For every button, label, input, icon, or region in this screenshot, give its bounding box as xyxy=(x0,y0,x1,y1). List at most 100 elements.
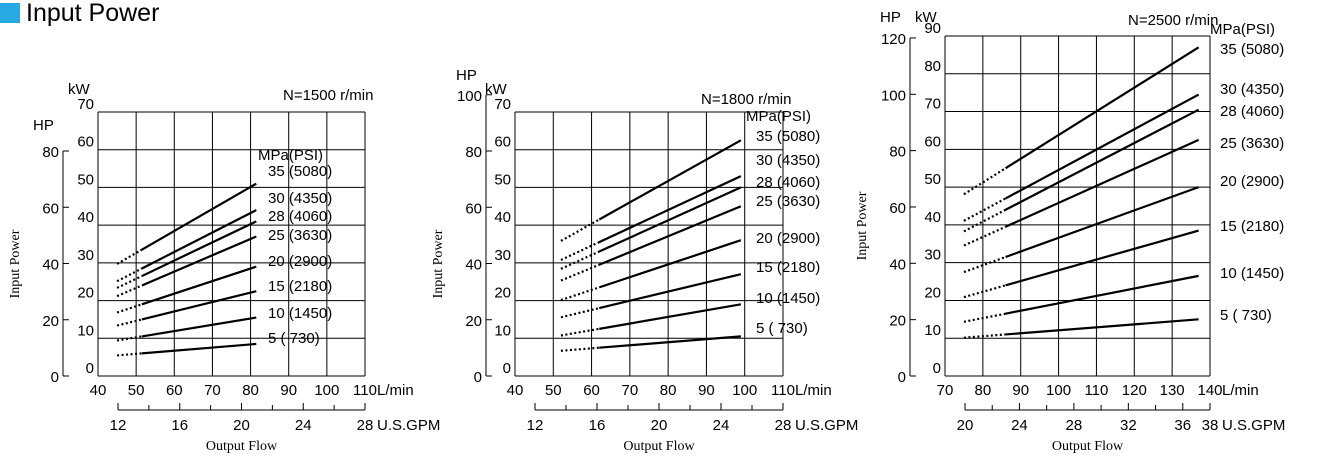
x-tick-label: 110 xyxy=(771,382,795,399)
hp-axis-unit: HP xyxy=(33,117,54,134)
hp-tick-label: 0 xyxy=(474,369,482,386)
series-label: 28 (4060) xyxy=(756,174,820,191)
hp-tick-label: 80 xyxy=(889,144,906,161)
kw-tick-label: 60 xyxy=(77,134,94,151)
series-dotted-line xyxy=(963,312,1006,323)
title-marker-icon xyxy=(0,3,20,23)
x-axis-unit: L/min xyxy=(795,382,832,399)
y-axis-title: Input Power xyxy=(431,229,446,298)
kw-tick-label: 10 xyxy=(77,322,94,339)
series-label: 35 (5080) xyxy=(756,128,820,145)
x-tick-label: 60 xyxy=(166,382,183,399)
series-dotted-line xyxy=(963,225,1007,247)
gpm-tick-label: 20 xyxy=(233,417,250,434)
series-label: 10 (1450) xyxy=(1220,265,1284,282)
x-tick-label: 110 xyxy=(1084,382,1108,399)
series-label: 10 (1450) xyxy=(756,290,820,307)
series-line xyxy=(141,209,257,270)
hp-tick-label: 100 xyxy=(457,88,482,105)
kw-tick-label: 0 xyxy=(503,360,511,377)
series-label: 28 (4060) xyxy=(268,208,332,225)
hp-tick-label: 40 xyxy=(42,257,59,274)
series-dotted-line xyxy=(116,318,143,327)
series-line xyxy=(141,342,257,355)
series-label: 25 (3630) xyxy=(268,227,332,244)
series-label: 15 (2180) xyxy=(1220,218,1284,235)
x-axis-title: Output Flow xyxy=(206,439,278,454)
series-label: 30 (4350) xyxy=(756,152,820,169)
hp-tick-label: 40 xyxy=(889,256,906,273)
hp-tick-label: 0 xyxy=(898,369,906,386)
x-tick-label: 90 xyxy=(280,382,297,399)
series-line xyxy=(1005,138,1200,228)
series-label: 5 ( 730) xyxy=(268,330,320,347)
kw-tick-label: 50 xyxy=(77,171,94,188)
series-label: 10 (1450) xyxy=(268,305,332,322)
speed-label: N=2500 r/min xyxy=(1128,12,1218,29)
page-title: Input Power xyxy=(0,0,160,27)
gpm-tick-label: 28 xyxy=(775,417,792,434)
pressure-header: MPa(PSI) xyxy=(258,147,323,164)
series-label: 20 (2900) xyxy=(268,253,332,270)
series-label: 35 (5080) xyxy=(268,163,332,180)
kw-tick-label: 60 xyxy=(494,134,511,151)
hp-axis-unit: HP xyxy=(456,67,477,84)
x-tick-label: 90 xyxy=(698,382,715,399)
x-tick-label: 130 xyxy=(1160,382,1185,399)
x-tick-label: 40 xyxy=(507,382,524,399)
series-dotted-line xyxy=(560,327,600,337)
series-dotted-line xyxy=(963,167,1007,196)
gpm-tick-label: 24 xyxy=(295,417,312,434)
x-tick-label: 40 xyxy=(90,382,107,399)
speed-label: N=1800 r/min xyxy=(701,91,791,108)
kw-tick-label: 30 xyxy=(494,247,511,264)
pressure-header: MPa(PSI) xyxy=(1210,21,1275,38)
series-label: 20 (2900) xyxy=(1220,173,1284,190)
gpm-tick-label: 16 xyxy=(589,417,606,434)
kw-tick-label: 90 xyxy=(924,20,941,37)
series-dotted-line xyxy=(963,255,1006,274)
series-line xyxy=(599,303,742,330)
gpm-tick-label: 20 xyxy=(957,417,974,434)
hp-tick-label: 20 xyxy=(42,313,59,330)
x-axis-title: Output Flow xyxy=(1052,439,1124,454)
x-tick-label: 110 xyxy=(353,382,377,399)
kw-tick-label: 50 xyxy=(924,171,941,188)
kw-tick-label: 20 xyxy=(494,285,511,302)
kw-tick-label: 10 xyxy=(494,322,511,339)
kw-tick-label: 70 xyxy=(77,96,94,113)
series-line xyxy=(141,290,257,321)
series-line xyxy=(1005,274,1199,315)
series-label: 5 ( 730) xyxy=(1220,307,1272,324)
kw-tick-label: 20 xyxy=(924,284,941,301)
series-line xyxy=(598,139,742,221)
series-label: 20 (2900) xyxy=(756,230,820,247)
series-line xyxy=(141,265,257,306)
gpm-axis-unit: U.S.GPM xyxy=(795,417,858,434)
series-line xyxy=(599,335,741,349)
hp-tick-label: 100 xyxy=(881,87,906,104)
kw-axis-unit: kW xyxy=(485,81,508,98)
x-tick-label: 80 xyxy=(242,382,259,399)
series-line xyxy=(598,239,742,289)
series-label: 25 (3630) xyxy=(1220,135,1284,152)
page-title-text: Input Power xyxy=(26,0,160,27)
series-label: 15 (2180) xyxy=(756,259,820,276)
gpm-tick-label: 38 xyxy=(1202,417,1219,434)
hp-tick-label: 60 xyxy=(42,200,59,217)
series-line xyxy=(1005,108,1200,211)
series-dotted-line xyxy=(963,208,1007,233)
x-tick-label: 90 xyxy=(1012,382,1029,399)
series-dotted-line xyxy=(560,346,600,352)
series-line xyxy=(598,273,742,310)
gpm-tick-label: 28 xyxy=(1066,417,1083,434)
series-dotted-line xyxy=(560,286,600,302)
gpm-tick-label: 12 xyxy=(110,417,127,434)
kw-tick-label: 70 xyxy=(924,96,941,113)
kw-tick-label: 10 xyxy=(924,322,941,339)
x-axis-unit: L/min xyxy=(1222,382,1259,399)
kw-tick-label: 0 xyxy=(86,360,94,377)
hp-axis-unit: HP xyxy=(880,9,901,26)
hp-tick-label: 80 xyxy=(42,144,59,161)
